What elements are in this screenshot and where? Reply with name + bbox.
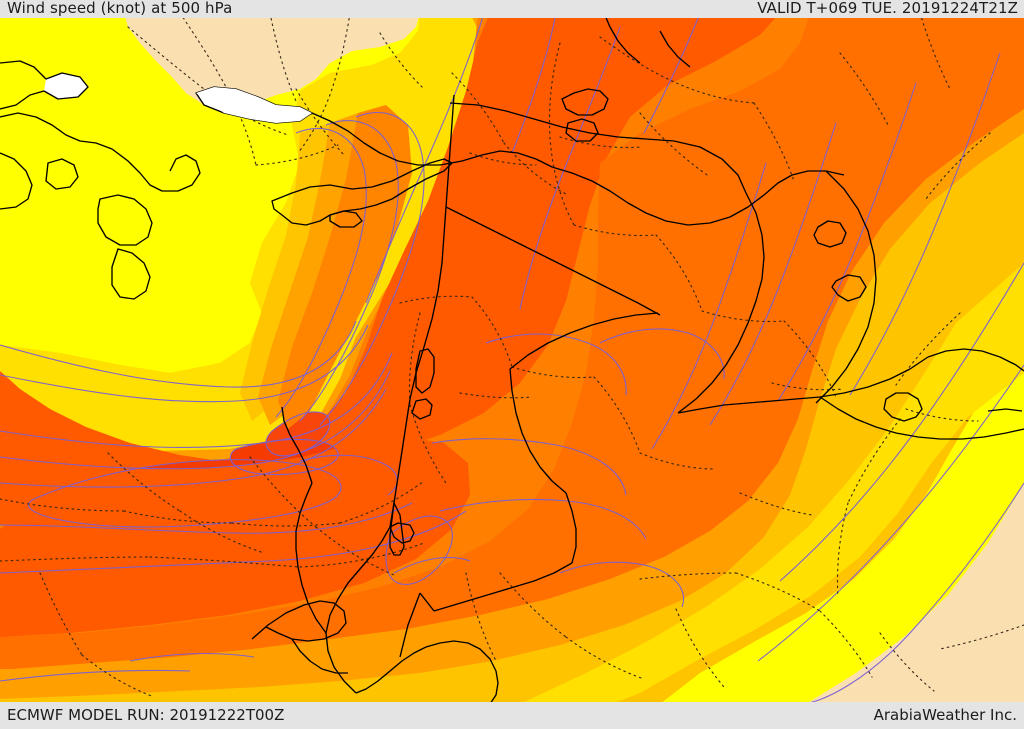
map-footer: ECMWF MODEL RUN: 20191222T00Z ArabiaWeat… — [0, 702, 1024, 729]
forecast-map[interactable] — [0, 13, 1024, 704]
valid-time-label: VALID T+069 TUE. 20191224T21Z — [757, 0, 1018, 17]
sea-aegean-bay — [44, 73, 88, 99]
fill-band-20-se-island — [908, 649, 1010, 689]
map-layers — [0, 13, 1024, 704]
inland-water — [196, 87, 312, 123]
page-title: Wind speed (knot) at 500 hPa — [7, 0, 233, 17]
contour-fill-svg — [0, 13, 1024, 704]
fill-band-90-sinai — [266, 411, 330, 456]
model-run-label: ECMWF MODEL RUN: 20191222T00Z — [7, 706, 285, 724]
internal-boundaries — [0, 13, 1024, 698]
gradient-packing-emed — [240, 105, 412, 429]
brand-label: ArabiaWeather Inc. — [873, 706, 1017, 724]
contour-lines — [0, 13, 1024, 704]
fill-band-40-cyprus — [0, 13, 500, 451]
fill-band-20-se — [806, 483, 1024, 704]
coastlines-and-borders — [0, 13, 1024, 704]
fill-band-30-west — [0, 13, 420, 373]
fill-band-80-interior-cut — [0, 13, 1024, 669]
fill-band-40-se — [520, 263, 1024, 704]
map-header: Wind speed (knot) at 500 hPa VALID T+069… — [0, 0, 1024, 18]
fill-band-30-north-east — [0, 13, 470, 393]
